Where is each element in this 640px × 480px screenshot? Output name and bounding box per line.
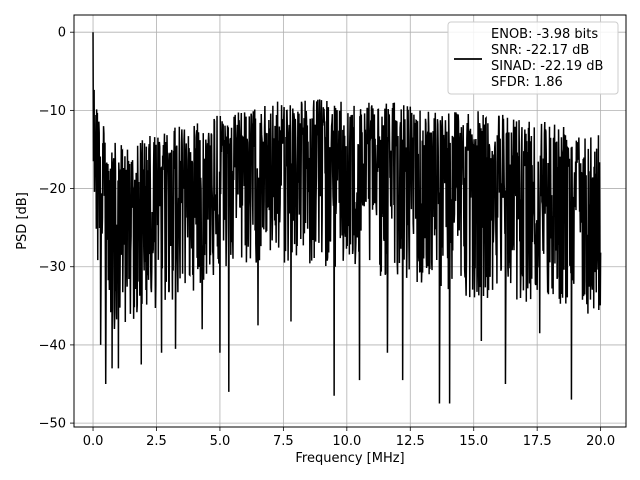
legend-enob: ENOB: -3.98 bits — [491, 27, 598, 42]
legend: ENOB: -3.98 bits SNR: -22.17 dB SINAD: -… — [447, 21, 619, 95]
y-axis-label: PSD [dB] — [15, 192, 30, 250]
ticks: 0.0 2.5 5.0 7.5 10.0 12.5 15.0 17.5 20.0 0 −10 −20 −… — [39, 26, 616, 449]
x-tick-label: 5.0 — [210, 434, 231, 449]
x-tick-label: 12.5 — [396, 434, 425, 449]
x-tick-label: 7.5 — [273, 434, 294, 449]
legend-box — [447, 21, 619, 95]
y-tick-label: 0 — [58, 26, 66, 41]
y-tick-label: −10 — [39, 104, 66, 119]
y-tick-label: −20 — [39, 182, 66, 197]
x-tick-label: 15.0 — [459, 434, 488, 449]
legend-sinad: SINAD: -22.19 dB — [491, 59, 603, 74]
plot-frame — [73, 14, 627, 428]
x-axis-label: Frequency [MHz] — [295, 451, 404, 466]
y-tick-label: −50 — [39, 417, 66, 432]
data-layer — [92, 32, 602, 404]
x-tick-label: 2.5 — [146, 434, 167, 449]
x-tick-label: 0.0 — [83, 434, 104, 449]
y-tick-label: −30 — [39, 260, 66, 275]
psd-series-line — [92, 32, 602, 404]
legend-sfdr: SFDR: 1.86 — [491, 75, 563, 90]
y-tick-label: −40 — [39, 338, 66, 353]
x-tick-label: 10.0 — [332, 434, 361, 449]
x-tick-label: 20.0 — [586, 434, 615, 449]
x-tick-label: 17.5 — [523, 434, 552, 449]
legend-snr: SNR: -22.17 dB — [491, 43, 589, 58]
